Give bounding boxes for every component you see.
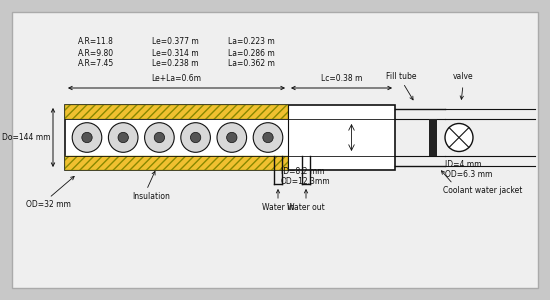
Text: Le=0.238 m: Le=0.238 m <box>152 59 199 68</box>
Circle shape <box>181 123 211 152</box>
Text: ID=4 mm: ID=4 mm <box>445 160 481 169</box>
Bar <box>65 156 288 170</box>
Text: A.R=9.80: A.R=9.80 <box>78 49 114 58</box>
Text: ID=8.2 mm: ID=8.2 mm <box>281 167 324 176</box>
Text: Le=0.314 m: Le=0.314 m <box>152 49 199 58</box>
Circle shape <box>190 132 201 143</box>
Text: La=0.286 m: La=0.286 m <box>228 49 275 58</box>
Bar <box>429 119 437 156</box>
Text: A.R=11.8: A.R=11.8 <box>78 38 114 46</box>
Bar <box>65 105 288 119</box>
Bar <box>65 105 395 170</box>
Text: OD=12.3mm: OD=12.3mm <box>281 178 331 187</box>
Circle shape <box>263 132 273 143</box>
Bar <box>65 156 288 170</box>
Text: Water out: Water out <box>287 203 325 212</box>
Text: A.R=7.45: A.R=7.45 <box>78 59 114 68</box>
Circle shape <box>145 123 174 152</box>
Circle shape <box>217 123 246 152</box>
Text: Insulation: Insulation <box>133 192 170 201</box>
Text: valve: valve <box>453 72 474 81</box>
Circle shape <box>154 132 164 143</box>
Circle shape <box>108 123 138 152</box>
Text: Fill tube: Fill tube <box>386 72 416 81</box>
Circle shape <box>227 132 237 143</box>
Text: La=0.362 m: La=0.362 m <box>228 59 275 68</box>
Circle shape <box>445 124 473 152</box>
Text: OD=32 mm: OD=32 mm <box>25 200 70 209</box>
Circle shape <box>253 123 283 152</box>
Circle shape <box>72 123 102 152</box>
Text: Lc=0.38 m: Lc=0.38 m <box>321 74 362 83</box>
Text: Do=144 mm: Do=144 mm <box>3 133 51 142</box>
Text: Coolant water jacket: Coolant water jacket <box>443 186 522 195</box>
Circle shape <box>118 132 128 143</box>
Text: Le+La=0.6m: Le+La=0.6m <box>151 74 201 83</box>
Text: OD=6.3 mm: OD=6.3 mm <box>445 170 492 179</box>
Text: Le=0.377 m: Le=0.377 m <box>152 38 199 46</box>
Bar <box>65 105 288 119</box>
Text: La=0.223 m: La=0.223 m <box>228 38 275 46</box>
Circle shape <box>82 132 92 143</box>
Text: Water in: Water in <box>262 203 294 212</box>
